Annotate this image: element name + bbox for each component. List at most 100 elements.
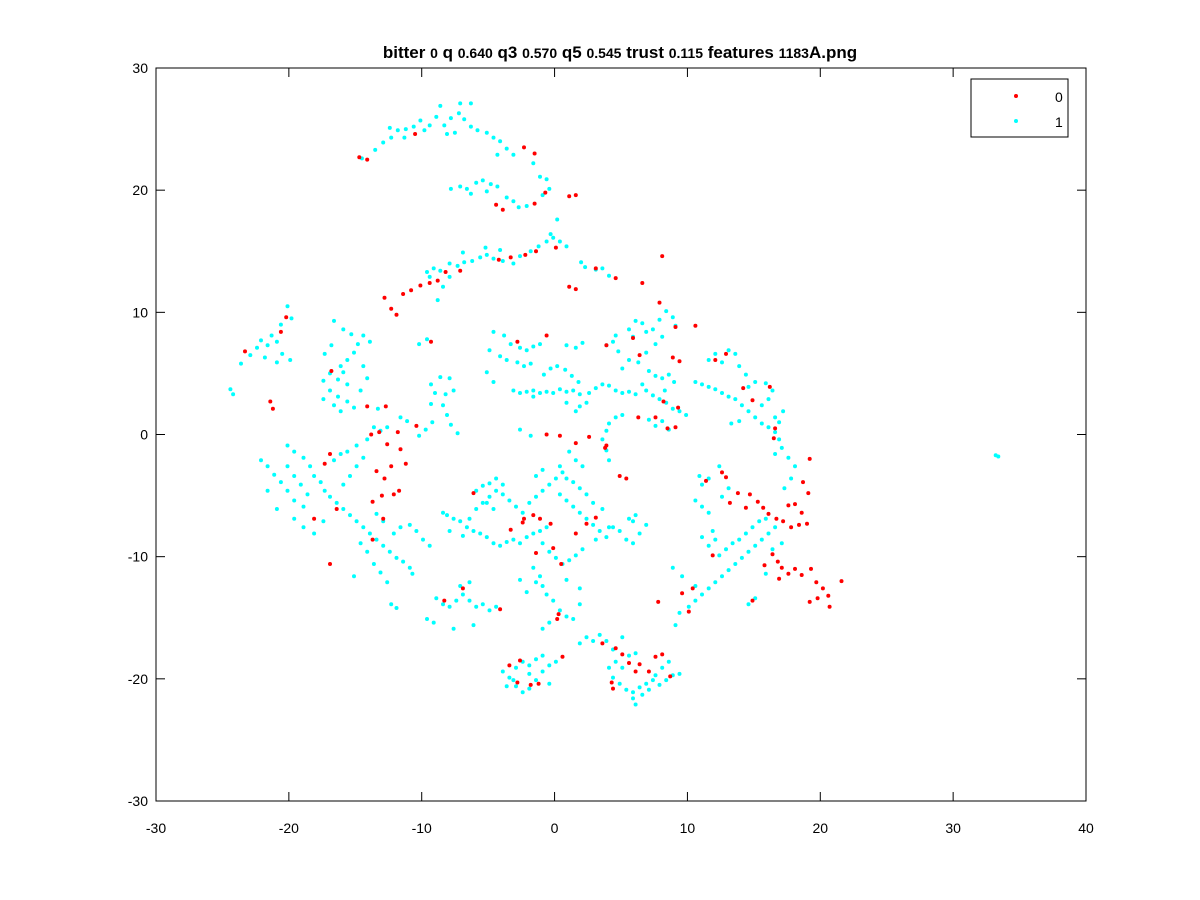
series-1-point — [352, 350, 356, 355]
series-0-point — [528, 682, 533, 687]
series-1-point — [518, 254, 522, 259]
series-0-point — [604, 343, 609, 348]
series-0-point — [799, 510, 804, 515]
series-1-point — [573, 458, 578, 463]
series-1-point — [693, 380, 698, 384]
series-0-point — [814, 580, 819, 585]
series-0-point — [508, 527, 513, 532]
series-0-point — [357, 155, 362, 160]
series-1-point — [348, 474, 352, 478]
series-1-point — [557, 239, 562, 244]
series-1-point — [613, 388, 618, 393]
series-1-point — [228, 387, 233, 392]
series-1-point — [551, 598, 556, 603]
series-1-point — [470, 259, 475, 263]
series-1-point — [401, 559, 406, 564]
title-part: q3 — [493, 43, 522, 62]
series-1-point — [334, 500, 339, 505]
series-1-point — [292, 474, 297, 478]
series-1-point — [338, 452, 343, 456]
series-1-point — [427, 274, 432, 279]
series-1-point — [706, 586, 711, 591]
series-1-point — [739, 555, 744, 560]
x-tick-label: 40 — [1078, 820, 1094, 836]
series-0-point — [383, 404, 388, 409]
series-1-point — [321, 378, 326, 383]
series-1-point — [637, 531, 642, 536]
series-1-point — [464, 186, 469, 191]
series-0-point — [365, 157, 370, 162]
series-1-point — [534, 474, 538, 478]
series-1-point — [259, 458, 263, 463]
series-1-point — [620, 391, 625, 395]
series-1-point — [600, 382, 605, 387]
series-1-point — [753, 380, 758, 384]
series-0-point — [534, 249, 538, 254]
series-1-point — [670, 406, 675, 411]
series-0-point — [557, 433, 562, 438]
title-part: 0.115 — [669, 45, 703, 61]
series-1-point — [321, 519, 326, 524]
series-1-point — [616, 349, 621, 354]
series-1-point — [398, 525, 403, 530]
series-1-point — [285, 304, 290, 309]
series-0-point — [627, 661, 631, 665]
series-1-point — [759, 421, 764, 426]
series-0-point — [515, 339, 520, 344]
series-1-point — [527, 663, 532, 668]
series-1-point — [255, 345, 259, 350]
series-1-point — [706, 510, 711, 515]
x-tick-label: 30 — [945, 820, 961, 836]
series-1-point — [365, 549, 370, 554]
series-1-point — [644, 522, 649, 527]
series-0-point — [604, 443, 609, 448]
title-part: bitter — [383, 43, 430, 62]
series-1-point — [540, 193, 545, 198]
series-0-point — [770, 552, 775, 557]
series-0-point — [815, 596, 820, 601]
x-tick-label: 10 — [680, 820, 696, 836]
series-1-point — [624, 537, 629, 542]
title-part: trust — [621, 43, 668, 62]
series-1-point — [248, 353, 253, 358]
series-0-point — [781, 519, 786, 524]
series-1-point — [231, 392, 236, 397]
series-0-point — [395, 430, 400, 435]
series-1-point — [504, 146, 509, 151]
series-0-point — [334, 507, 339, 511]
series-0-point — [522, 145, 526, 150]
series-1-point — [653, 342, 658, 347]
series-1-point — [607, 665, 611, 670]
series-1-point — [577, 392, 582, 397]
series-1-point — [511, 537, 516, 542]
series-0-point — [600, 641, 605, 646]
series-1-point — [551, 391, 556, 395]
series-1-point — [394, 555, 399, 560]
series-1-point — [292, 498, 297, 503]
series-1-point — [733, 562, 738, 566]
series-1-point — [620, 413, 625, 417]
series-1-point — [540, 541, 545, 546]
series-0-point — [613, 276, 618, 281]
series-0-point — [665, 426, 670, 431]
series-1-point — [524, 204, 529, 208]
series-1-point — [447, 529, 452, 533]
series-1-point — [693, 584, 698, 588]
series-0-point — [820, 586, 825, 591]
series-0-point — [544, 432, 549, 437]
series-1-point — [560, 470, 565, 475]
series-1-point — [564, 614, 569, 619]
series-1-point — [371, 562, 376, 566]
series-1-point — [407, 565, 412, 570]
series-0-point — [369, 432, 374, 437]
series-1-point — [706, 543, 711, 548]
series-0-point — [429, 339, 433, 344]
series-1-point — [697, 474, 702, 478]
series-0-point — [401, 292, 406, 296]
series-1-point — [583, 265, 588, 270]
y-tick-label: 0 — [140, 427, 148, 443]
series-1-point — [265, 343, 270, 348]
series-1-point — [345, 449, 350, 454]
series-1-point — [518, 427, 522, 432]
series-1-point — [743, 372, 748, 377]
